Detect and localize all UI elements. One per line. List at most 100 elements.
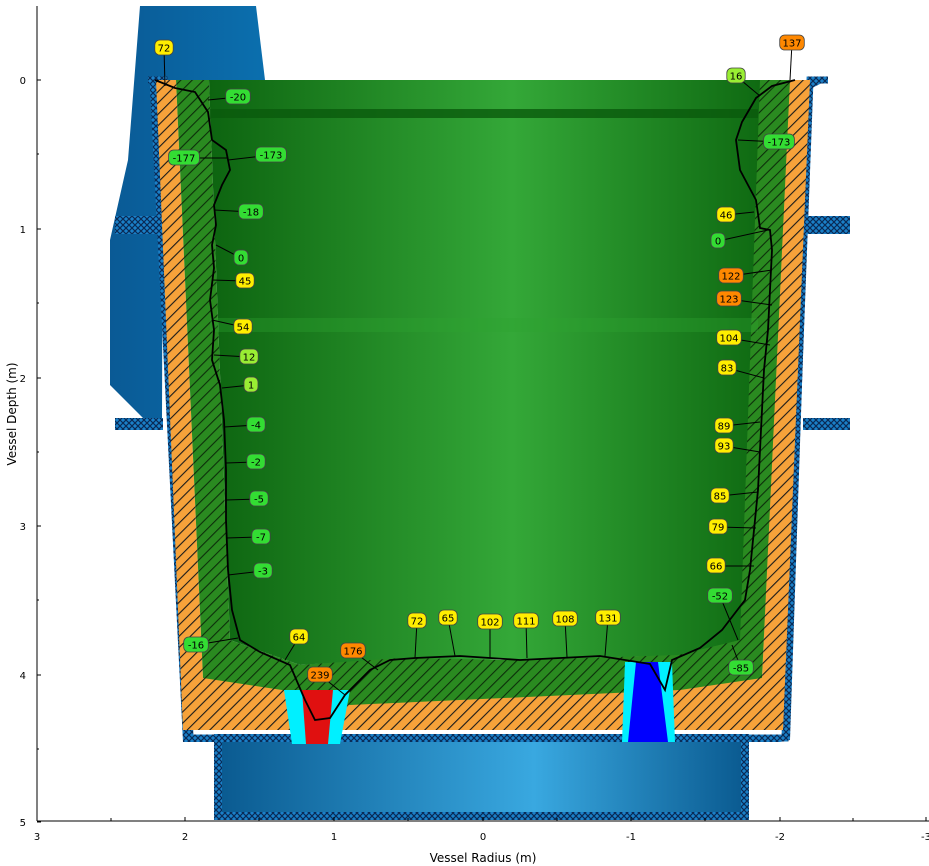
liquid-steel: [209, 80, 760, 665]
value-label-box: [728, 659, 754, 676]
left-bracket-upper: [115, 216, 163, 234]
value-label-box: [253, 562, 273, 579]
value-label: 46: [716, 206, 755, 223]
value-label-text: 72: [158, 44, 171, 55]
value-label-text: 93: [718, 442, 731, 453]
value-label-box: [552, 610, 578, 627]
value-label: 1: [221, 376, 259, 393]
right-bracket-upper: [803, 216, 850, 234]
value-label: -3: [227, 562, 273, 579]
value-label-text: 45: [239, 277, 252, 288]
x-axis-ticks: 3 2 1 0 -1 -2 -3: [34, 817, 929, 843]
x-tick-label: -3: [921, 832, 929, 843]
value-label-text: 72: [411, 617, 424, 628]
value-label-text: 46: [720, 211, 733, 222]
value-label: 108: [552, 610, 578, 658]
value-label: -4: [223, 416, 266, 433]
value-label: -20: [207, 88, 251, 105]
value-label: 72: [154, 39, 174, 87]
value-label-box: [246, 416, 266, 433]
value-label: 0: [215, 244, 249, 266]
value-label-box: [238, 203, 264, 220]
value-label: 104: [716, 329, 771, 346]
value-label-text: 0: [238, 254, 244, 265]
value-label-text: -16: [188, 641, 204, 652]
value-label-box: [513, 612, 539, 629]
value-label: -177: [168, 149, 228, 166]
value-label-box: [225, 88, 251, 105]
value-label: 176: [340, 642, 379, 671]
value-label-box: [307, 666, 333, 683]
value-label: -18: [213, 203, 264, 220]
value-label-box: [251, 528, 271, 545]
value-label: 79: [708, 518, 757, 535]
y-tick-label: 3: [20, 522, 26, 533]
leader-line: [717, 229, 769, 242]
value-label-text: 65: [442, 614, 455, 625]
value-label: 131: [595, 609, 621, 657]
y-tick-label: 1: [20, 225, 26, 236]
x-tick-label: -2: [775, 832, 785, 843]
value-label-text: -4: [251, 421, 261, 432]
y-tick-label: 4: [20, 671, 26, 682]
value-label: 45: [211, 272, 255, 289]
value-label-box: [714, 417, 734, 434]
value-label-box: [340, 642, 366, 659]
value-label-box: [249, 490, 269, 507]
value-label: -173: [737, 133, 795, 150]
value-label-box: [717, 359, 737, 376]
value-label-text: 16: [730, 72, 743, 83]
value-label-text: 123: [719, 295, 738, 306]
value-label-box: [763, 133, 795, 150]
value-label: 137: [779, 34, 805, 81]
value-label: 122: [718, 267, 773, 284]
value-label-box: [708, 518, 728, 535]
value-label: 102: [477, 613, 503, 658]
value-label: 85: [710, 487, 759, 504]
value-label-text: -2: [251, 458, 261, 469]
value-label: 123: [716, 290, 773, 307]
value-label: 54: [211, 318, 253, 335]
value-label: 72: [407, 612, 427, 659]
base-block: [218, 738, 745, 816]
value-label: 89: [714, 417, 761, 434]
value-label-text: 54: [237, 323, 250, 334]
value-labels: 72 137 16 -20 -177 -173 -173 -18 46 0 0 45 122 123 54 1…: [154, 34, 805, 696]
value-label-box: [714, 437, 734, 454]
value-label-box: [289, 628, 309, 645]
value-label-box: [477, 613, 503, 630]
left-lug-fixture: [110, 6, 265, 420]
value-label-text: 111: [516, 617, 535, 628]
value-label: 93: [714, 437, 761, 454]
value-label-text: -173: [768, 138, 791, 149]
y-axis-ticks: 0 1 2 3 4 5: [20, 76, 41, 829]
value-label-box: [716, 290, 742, 307]
value-label-text: 108: [555, 615, 574, 626]
value-label-box: [154, 39, 174, 56]
value-label-text: 83: [721, 364, 734, 375]
value-label: 16: [726, 67, 761, 97]
value-label: -16: [183, 636, 239, 653]
value-label-text: 102: [480, 618, 499, 629]
value-label-text: 122: [721, 272, 740, 283]
right-nozzle-blue: [628, 662, 668, 742]
value-label-text: 12: [243, 353, 256, 364]
left-bracket-lower: [115, 418, 163, 430]
value-label-text: -7: [256, 533, 266, 544]
value-label-box: [233, 249, 249, 266]
value-label-box: [716, 329, 742, 346]
value-label-box: [707, 587, 733, 604]
value-label-text: -85: [733, 664, 749, 675]
y-tick-label: 2: [20, 374, 26, 385]
left-nozzle-red: [302, 690, 333, 744]
value-label-box: [718, 267, 744, 284]
value-label: -173: [227, 146, 287, 163]
y-tick-label: 5: [20, 818, 26, 829]
value-label-box: [233, 318, 253, 335]
value-label-box: [710, 232, 726, 249]
value-label: -5: [225, 490, 269, 507]
value-label-text: -52: [712, 592, 728, 603]
x-axis-title: Vessel Radius (m): [430, 851, 537, 865]
